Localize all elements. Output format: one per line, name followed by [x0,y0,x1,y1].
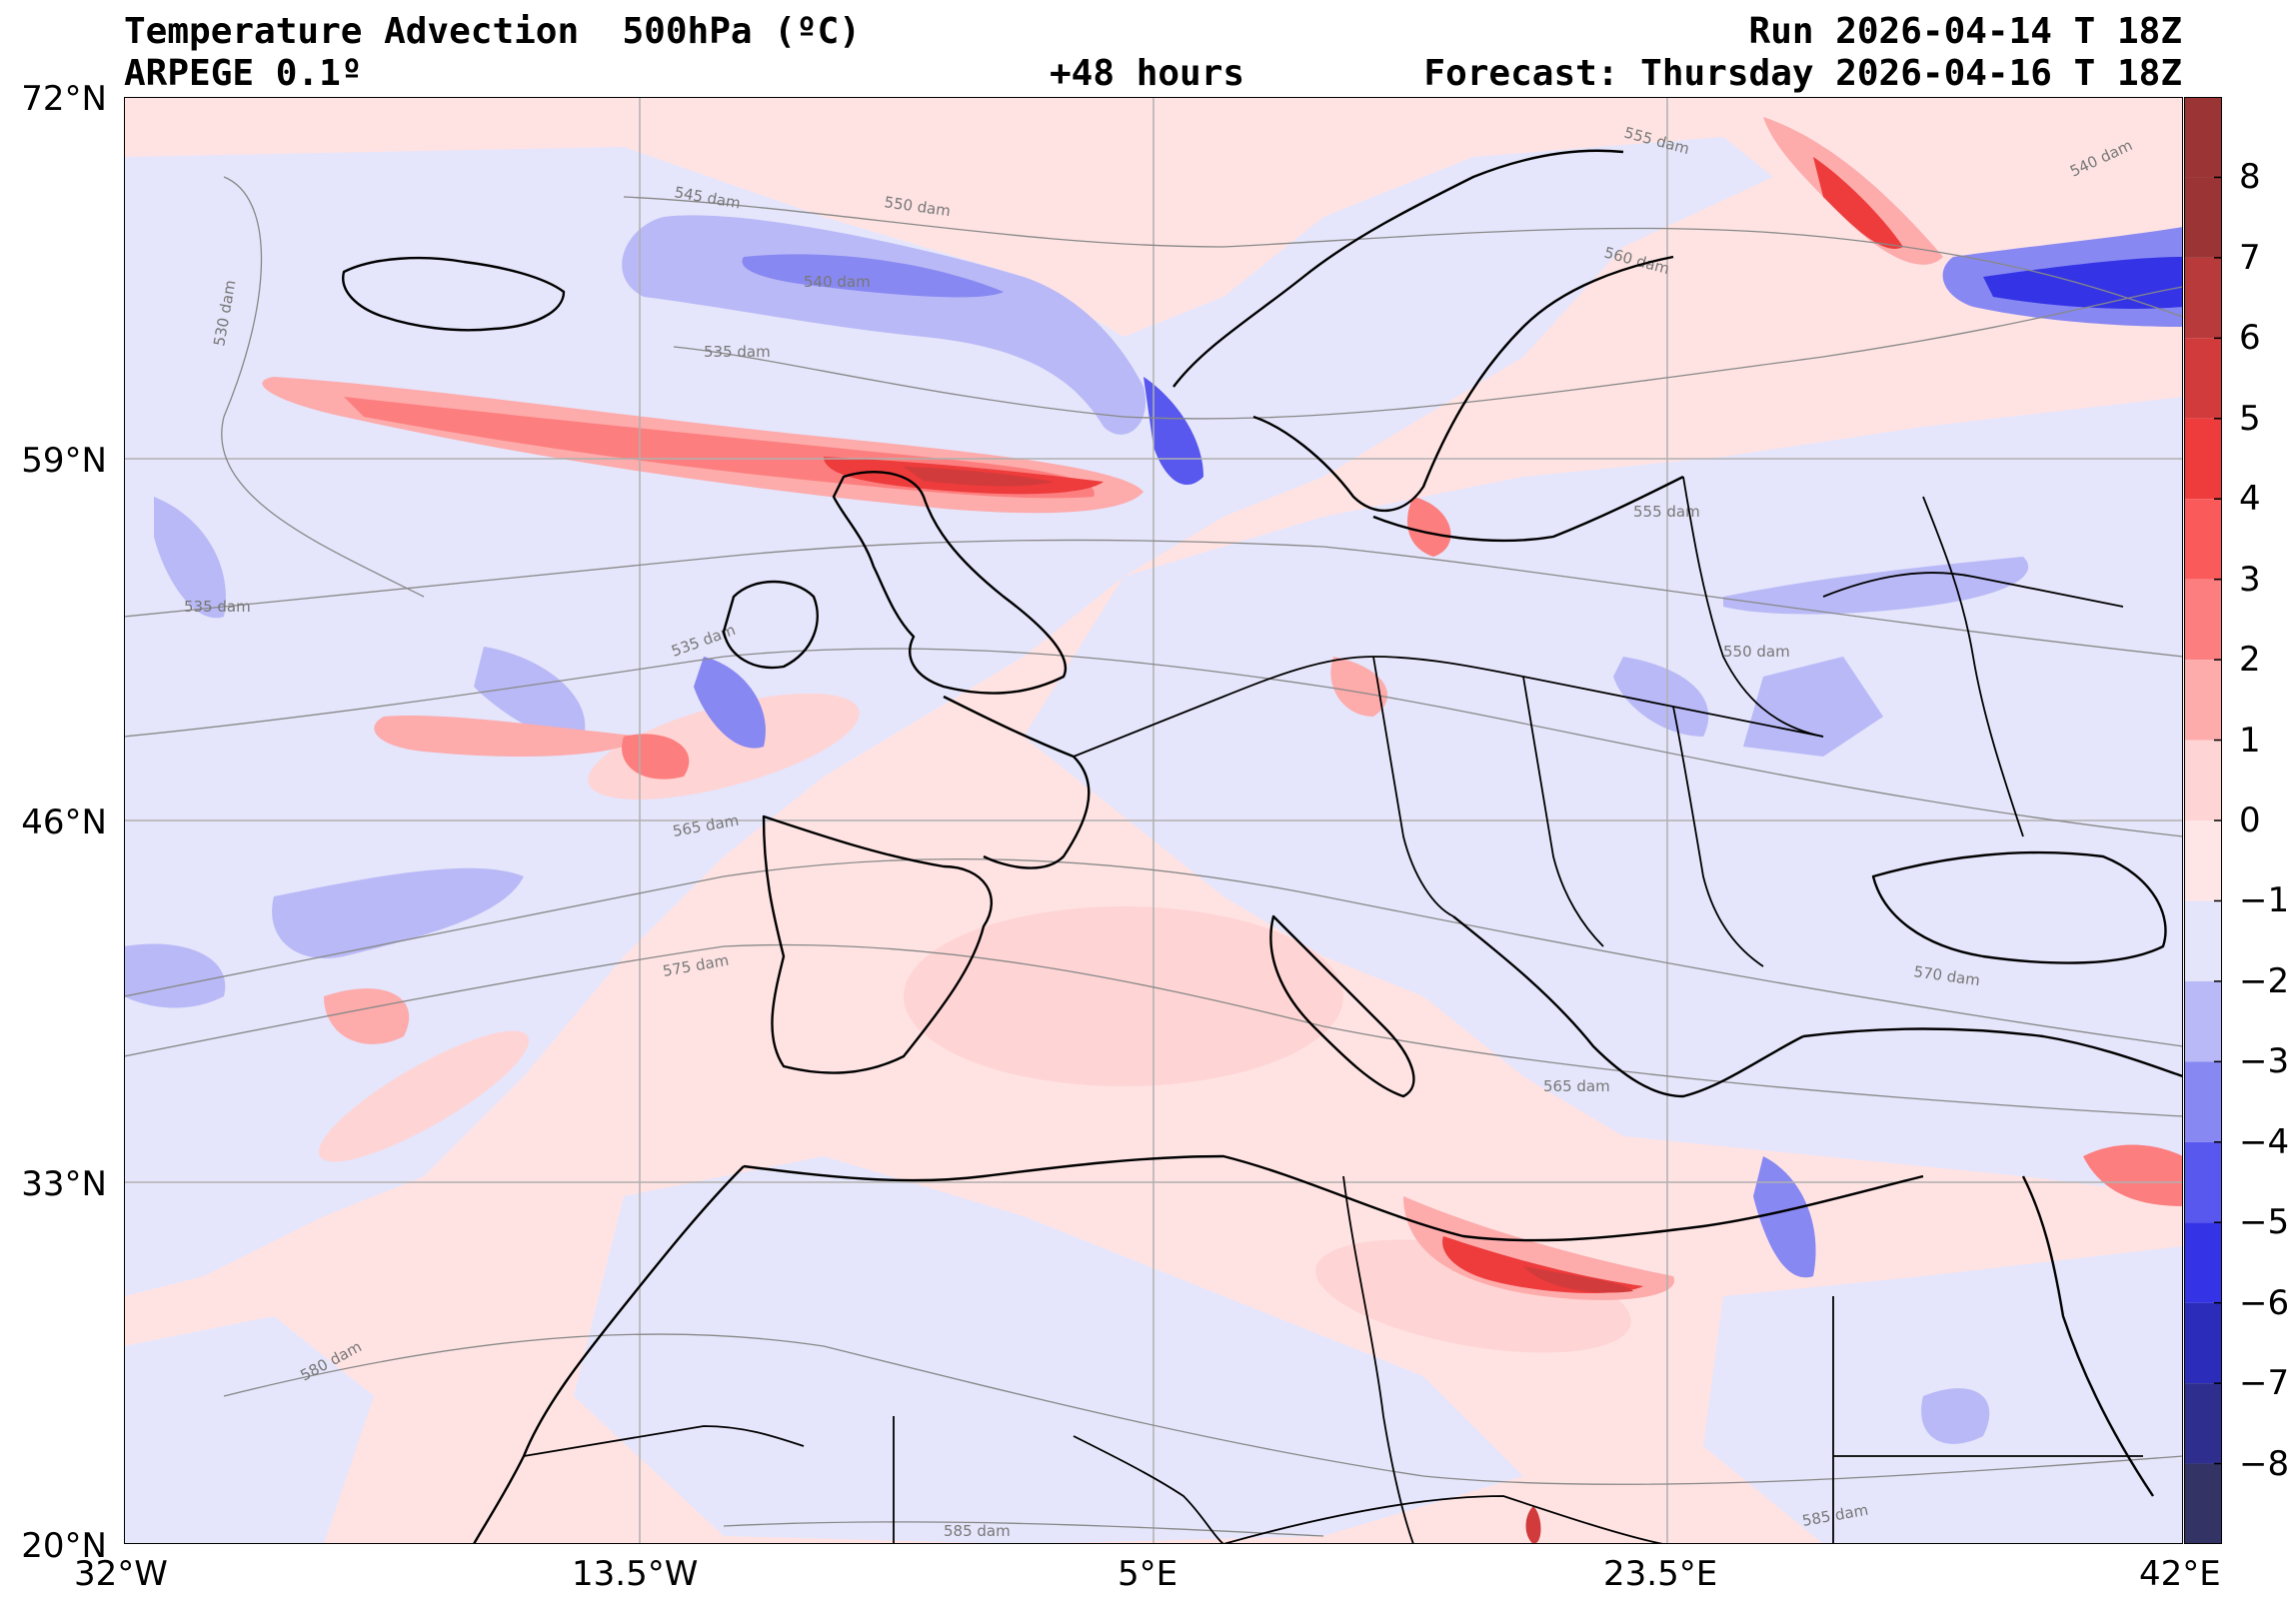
colorbar-tick-label: 8 [2239,157,2261,198]
country-borders [523,476,2143,1544]
colorbar-band [2184,900,2222,981]
iceland-coast [342,256,566,332]
contour-label: 535 dam [704,343,771,361]
north-africa-coast [743,1154,1924,1242]
colorbar-tick-label: −6 [2239,1282,2290,1323]
colorbar-band [2184,257,2222,339]
colorbar-band [2184,1383,2222,1464]
norway-coast [1172,149,1624,388]
contour-label: 555 dam [1633,503,1700,521]
chart-title: Temperature Advection 500hPa (ºC) [124,11,861,52]
lead-time-label: +48 hours [1050,53,1245,94]
colorbar-band [2184,579,2222,661]
forecast-label: Forecast: Thursday 2026-04-16 T 18Z [1423,53,2182,94]
colorbar-tick-label: −5 [2239,1202,2290,1243]
cold-advection-bands [124,215,2183,1444]
turkey-coast [1802,1027,2183,1078]
lon-tick-42E: 42°E [2139,1554,2221,1594]
britain-coast [832,470,1067,695]
colorbar-band [2184,740,2222,820]
lon-tick-5E: 5°E [1118,1554,1178,1594]
colorbar-tick-label: −4 [2239,1121,2290,1162]
colorbar-tick-label: −2 [2239,960,2290,1001]
colorbar-tick-label: 6 [2239,318,2261,359]
colorbar-band [2184,820,2222,901]
colorbar-band [2184,660,2222,741]
colorbar-band [2184,97,2222,178]
contour-label: 550 dam [1723,643,1790,661]
colorbar-tick-label: 1 [2239,720,2261,761]
scandinavia-coast [1252,255,1674,512]
lon-tick-23.5E: 23.5°E [1603,1554,1718,1594]
france-coast [943,695,1091,869]
geopotential-contours [124,176,2183,1537]
colorbar-band [2184,177,2222,258]
contour-label: 535 dam [184,598,251,616]
contour-label: 540 dam [804,273,871,291]
colorbar-band [2184,1463,2222,1544]
colorbar [2184,97,2222,1544]
run-label: Run 2026-04-14 T 18Z [1748,11,2182,52]
contour-label: 565 dam [1543,1077,1610,1095]
colorbar-tick-label: −1 [2239,880,2290,921]
colorbar-tick-label: −3 [2239,1041,2290,1082]
advection-map: 530 dam 535 dam 540 dam 545 dam 550 dam … [124,97,2183,1544]
colorbar-band [2184,1302,2222,1384]
lat-tick-33N: 33°N [21,1164,107,1204]
colorbar-band [2184,1222,2222,1303]
italy-coast [1269,914,1415,1098]
lat-tick-59N: 59°N [21,441,107,481]
lat-tick-20N: 20°N [21,1526,107,1566]
colorbar-band [2184,1061,2222,1142]
warm-advection-bands [262,117,2183,1544]
colorbar-band [2184,499,2222,580]
colorbar-band [2184,338,2222,419]
eastern-med-coast [2021,1175,2154,1497]
colorbar-tick-label: 7 [2239,237,2261,278]
colorbar-band [2184,980,2222,1062]
colorbar-band [2184,1141,2222,1223]
iberia-coast [762,814,994,1074]
coastlines [342,149,2183,1544]
black-sea-coast [1871,850,2167,964]
colorbar-tick-label: 4 [2239,479,2261,520]
colorbar-tick-label: 3 [2239,559,2261,600]
lat-tick-72N: 72°N [21,79,107,119]
lon-tick-32W: 32°W [74,1554,168,1594]
colorbar-tick-label: 2 [2239,640,2261,681]
balkans-coast [1452,915,1804,1098]
contour-label: 585 dam [944,1522,1011,1540]
lon-tick-13.5W: 13.5°W [572,1554,699,1594]
graticule [124,97,2183,1544]
baltic-coast [1372,475,1684,543]
colorbar-tick-label: 0 [2239,801,2261,840]
ireland-coast [722,580,819,670]
colorbar-band [2184,418,2222,500]
lat-tick-46N: 46°N [21,802,107,842]
colorbar-tick-label: −8 [2239,1443,2290,1484]
model-label: ARPEGE 0.1º [124,53,363,94]
morocco-coast [472,1165,745,1544]
colorbar-tick-label: −7 [2239,1363,2290,1404]
colorbar-tick-label: 5 [2239,398,2261,439]
